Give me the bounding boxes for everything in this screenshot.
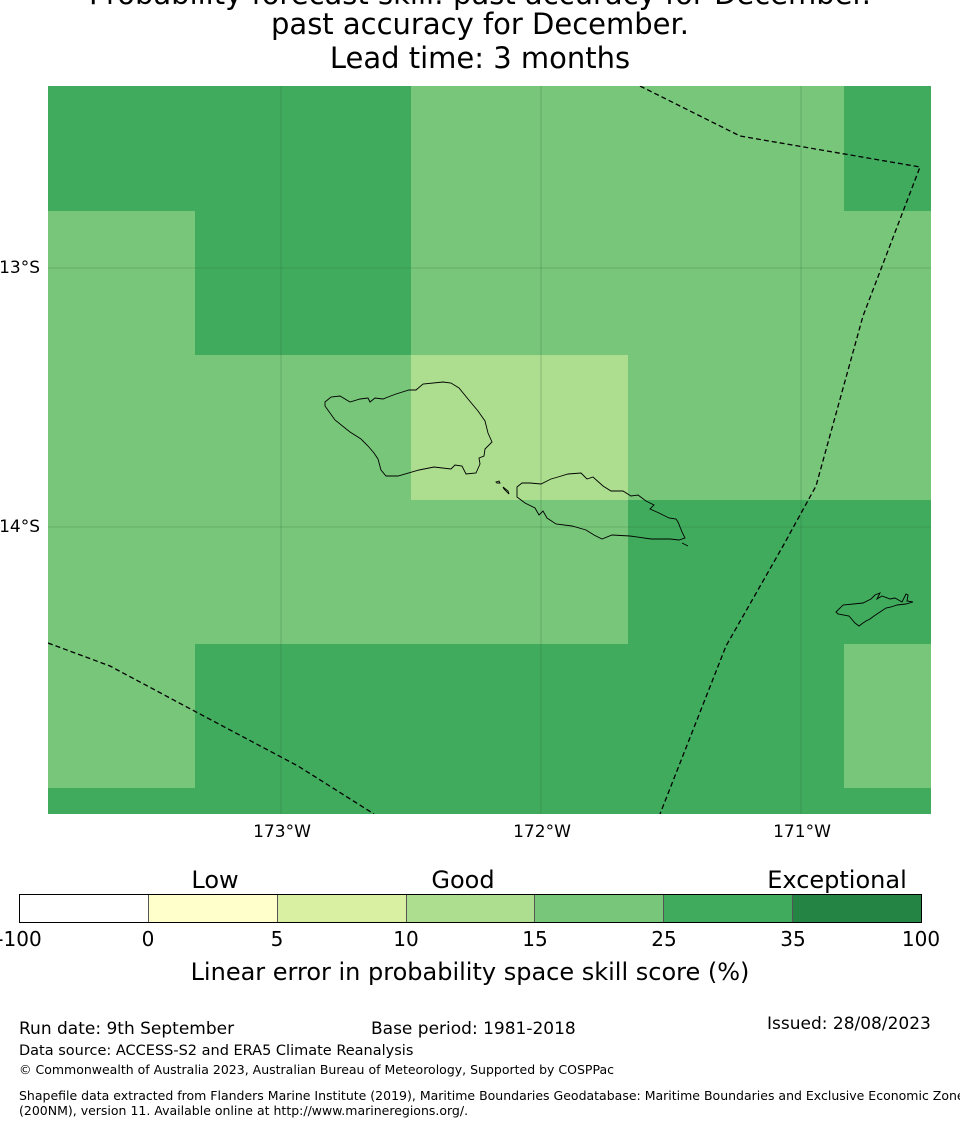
graticule (48, 86, 931, 814)
shapefile-credit-line-2: (200NM), version 11. Available online at… (19, 1103, 469, 1118)
colorbar-segment-10-15 (406, 895, 536, 922)
skill-cell (48, 788, 931, 814)
lon-label-172w: 172°W (513, 822, 571, 842)
skill-cell (844, 644, 931, 788)
coast-apolima (495, 480, 501, 484)
lat-label-13s: 13°S (0, 258, 40, 278)
colorbar-tick: 0 (141, 927, 155, 951)
colorbar-segment-neg100-0 (20, 895, 149, 922)
legend-category-exceptional: Exceptional (767, 866, 907, 894)
title-line-2: past accuracy for December. (271, 7, 689, 41)
coast-savaii (324, 381, 493, 477)
data-source: Data source: ACCESS-S2 and ERA5 Climate … (19, 1043, 414, 1059)
colorbar-segment-0-5 (148, 895, 278, 922)
legend-category-low: Low (191, 866, 239, 894)
colorbar-tick: 25 (651, 927, 677, 951)
maritime-boundaries (48, 86, 921, 814)
colorbar-tick: 35 (780, 927, 806, 951)
colorbar-segment-15-25 (535, 895, 665, 922)
skill-cell (411, 355, 628, 500)
coast-manono (502, 486, 510, 495)
colorbar-tick: 10 (393, 927, 419, 951)
issued-date: Issued: 28/08/2023 (767, 1014, 931, 1034)
skill-cell (628, 644, 844, 788)
eez-boundary-south-west (48, 642, 375, 814)
skill-cell (628, 500, 931, 644)
colorbar-segment-25-35 (664, 895, 794, 922)
lon-label-173w: 173°W (253, 822, 311, 842)
map-panel[interactable] (48, 86, 931, 814)
colorbar-tick: -100 (0, 927, 42, 951)
run-date: Run date: 9th September (19, 1019, 235, 1039)
map-svg (48, 86, 931, 814)
coast-tutuila (835, 592, 914, 627)
title-line-3: Lead time: 3 months (329, 41, 631, 75)
lon-label-171w: 171°W (773, 822, 831, 842)
lat-label-14s: 14°S (0, 517, 40, 537)
shapefile-credit-line-1: Shapefile data extracted from Flanders M… (19, 1088, 960, 1103)
copyright: © Commonwealth of Australia 2023, Austra… (19, 1062, 614, 1077)
coast-upolu (516, 472, 686, 541)
coast-upolu-tip (681, 542, 689, 547)
eez-boundary-north-east (639, 86, 921, 814)
colorbar-title: Linear error in probability space skill … (190, 958, 750, 986)
coastlines (324, 381, 914, 627)
colorbar-segment-35-100 (793, 895, 922, 922)
title-line-1: Probability forecast skill: past accurac… (0, 0, 960, 11)
skill-cell (844, 86, 931, 211)
colorbar (19, 894, 922, 923)
legend-category-good: Good (431, 866, 495, 894)
colorbar-tick: 100 (901, 927, 941, 951)
colorbar-segment-5-10 (277, 895, 407, 922)
skill-cell (195, 211, 411, 355)
colorbar-tick: 5 (270, 927, 284, 951)
skill-grid (48, 86, 931, 814)
colorbar-tick: 15 (522, 927, 548, 951)
skill-cell (48, 86, 411, 211)
base-period: Base period: 1981-2018 (371, 1019, 576, 1039)
